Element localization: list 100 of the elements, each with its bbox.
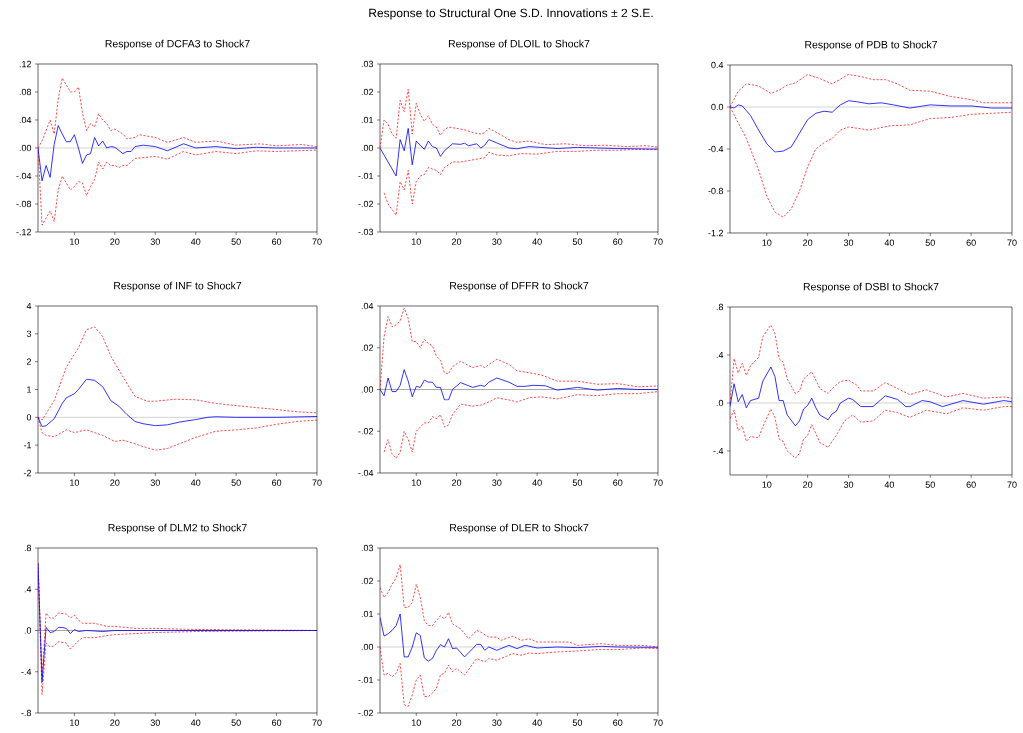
x-tick-label: 50 [925,239,935,246]
chart-title: Response of DLER to Shock7 [450,523,589,534]
y-tick-label: .4 [716,351,724,359]
x-tick-label: 60 [966,481,976,488]
y-tick-label: .00 [361,386,374,393]
chart-title: Response of PDB to Shock7 [805,40,937,51]
x-tick-label: 30 [843,481,854,488]
y-tick-label: .4 [24,586,32,593]
x-tick-label: 70 [653,719,663,726]
x-tick-label: 40 [190,238,201,245]
chart-title: Response of INF to Shock7 [114,281,242,292]
y-tick-label: -.02 [358,200,374,208]
x-tick-label: 30 [492,238,502,245]
y-tick-label: 3 [26,330,32,338]
x-tick-label: 10 [411,719,421,726]
x-tick-label: 50 [572,719,583,726]
x-tick-label: 30 [150,479,160,486]
y-tick-label: .8 [24,544,32,552]
x-tick-label: 60 [272,479,282,486]
y-tick-label: .8 [716,303,724,311]
x-tick-label: 40 [532,479,542,486]
y-tick-label: 0.0 [711,103,724,111]
x-tick-label: 10 [762,481,772,488]
y-tick-label: -0.8 [708,187,724,195]
x-tick-label: 70 [653,238,663,245]
x-tick-label: 40 [532,719,542,726]
x-tick-label: 10 [411,479,421,486]
x-tick-label: 50 [231,479,241,486]
x-tick-label: 60 [966,239,976,246]
y-tick-label: .0 [716,399,724,407]
y-tick-label: -.01 [358,676,374,684]
y-tick-label: -2 [23,469,32,477]
x-tick-label: 60 [613,479,623,486]
x-tick-label: 40 [884,481,895,488]
y-tick-label: 0.4 [711,61,724,69]
x-tick-label: 30 [492,479,502,486]
y-tick-label: -.4 [21,668,32,675]
chart-title: Response of DLM2 to Shock7 [108,523,247,534]
x-tick-label: 20 [452,479,462,486]
y-tick-label: 0 [26,414,32,421]
x-tick-label: 20 [803,481,813,488]
x-tick-label: 20 [803,239,813,246]
x-tick-label: 30 [150,238,160,245]
y-tick-label: 4 [26,302,32,310]
y-tick-label: 2 [26,358,32,365]
y-tick-label: .01 [361,610,374,618]
x-tick-label: 20 [110,238,120,245]
y-tick-label: -.04 [16,172,32,180]
y-tick-label: -.02 [358,428,374,435]
y-tick-label: -.12 [16,228,32,236]
y-tick-label: -.04 [358,469,374,477]
x-tick-label: 60 [272,238,282,245]
x-tick-label: 10 [762,239,772,246]
y-tick-label: .02 [361,88,374,96]
y-tick-label: .00 [19,144,32,152]
x-tick-label: 50 [572,479,583,486]
x-tick-label: 50 [572,238,583,245]
y-tick-label: -1 [23,442,32,449]
x-tick-label: 40 [532,238,542,245]
x-tick-label: 30 [150,719,160,726]
y-tick-label: -.01 [358,172,374,180]
y-tick-label: .02 [361,344,374,351]
x-tick-label: 10 [70,719,80,726]
chart-title: Response of DCFA3 to Shock7 [105,39,250,50]
x-tick-label: 60 [613,719,623,726]
chart-title: Response of DSBI to Shock7 [803,282,939,293]
x-tick-label: 10 [70,238,80,245]
x-tick-label: 40 [190,479,201,486]
x-tick-label: 30 [843,239,854,246]
y-tick-label: .00 [361,144,374,152]
y-tick-label: .0 [24,627,32,634]
x-tick-label: 70 [653,479,663,486]
text: Response to Structural One S.D. Innovations ± 2 S.E. [369,8,653,20]
y-tick-label: .12 [19,60,32,68]
y-tick-label: -.02 [358,709,374,717]
x-tick-label: 60 [613,238,623,245]
y-tick-label: -0.4 [708,145,724,153]
x-tick-label: 20 [110,719,120,726]
x-tick-label: 50 [231,719,241,726]
y-tick-label: .02 [361,577,374,585]
y-tick-label: .00 [361,643,374,651]
y-tick-label: .04 [19,116,32,124]
x-tick-label: 70 [1007,239,1017,246]
x-tick-label: 70 [312,479,322,486]
y-tick-label: .04 [361,302,374,310]
x-tick-label: 70 [312,719,322,726]
chart-title: Response of DLOIL to Shock7 [448,39,590,50]
y-tick-label: -.8 [21,709,32,717]
x-tick-label: 70 [312,238,322,245]
x-tick-label: 40 [884,239,895,246]
y-tick-label: .01 [361,116,374,124]
chart-title: Response of DFFR to Shock7 [450,281,589,292]
y-tick-label: .08 [19,88,32,96]
x-tick-label: 50 [231,238,241,245]
y-tick-label: .03 [361,544,374,552]
y-tick-label: .03 [361,60,374,68]
x-tick-label: 10 [70,479,80,486]
y-tick-label: -.03 [358,228,374,236]
y-tick-label: -.4 [713,447,724,455]
x-tick-label: 70 [1007,481,1017,488]
